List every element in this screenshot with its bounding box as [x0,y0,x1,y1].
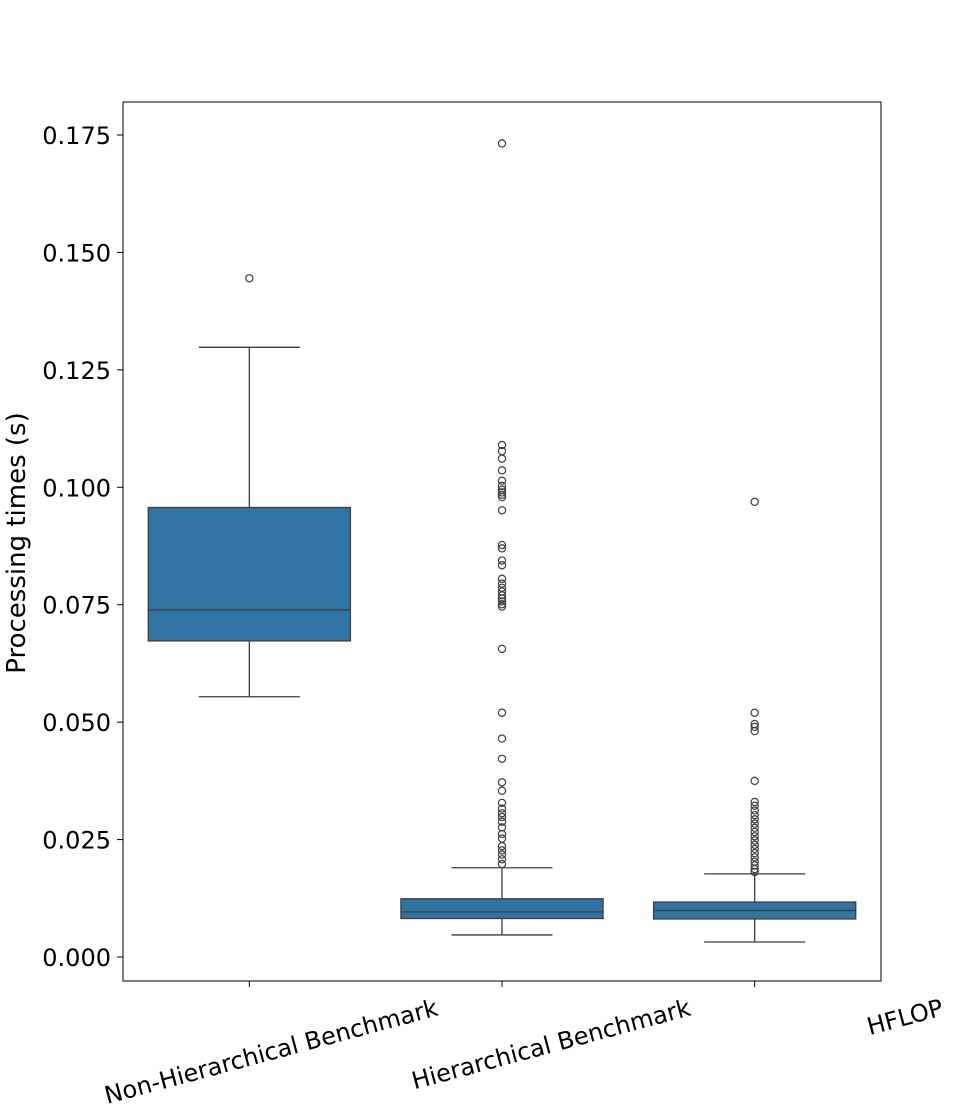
box-iqr [400,898,604,920]
outlier-point [497,440,507,450]
y-tick-label: 0.075 [42,592,111,620]
outlier-point [497,544,507,553]
y-tick-label: 0.175 [42,122,111,150]
outlier-point [497,734,507,743]
outlier-point [497,644,507,654]
outlier-point [497,561,507,570]
y-axis: 0.000 0.025 0.050 0.075 0.100 0.125 0.150 0.175 [42,122,123,972]
outlier-point [497,754,507,763]
outlier-point [750,864,759,874]
outlier-point [750,810,759,820]
outlier-point [497,591,507,600]
outlier-point [750,823,759,833]
outlier-point [497,476,507,485]
box-group [652,497,857,943]
chart-marks [147,139,857,943]
outlier-point [497,490,507,500]
outlier-point [245,274,254,283]
outlier-point [497,594,507,603]
y-tick-label: 0.100 [42,474,111,502]
outlier-point [750,832,759,841]
outlier-point [497,597,507,606]
outlier-point [497,804,507,813]
outlier-point [750,819,759,828]
outlier-point [497,556,507,565]
y-tick-label: 0.150 [42,239,111,267]
outlier-point [497,602,507,611]
outlier-point [497,574,507,584]
outlier-point [750,708,759,717]
box-iqr [147,506,352,642]
outlier-point [750,861,759,870]
outlier-point [750,806,759,815]
outlier-point [497,846,507,855]
outlier-point [497,778,507,787]
outlier-point [497,466,507,475]
outlier-point [497,817,507,826]
outlier-point [750,726,759,736]
y-tick-label: 0.000 [42,944,111,972]
outlier-point [497,139,507,148]
outlier-point [497,579,507,588]
outlier-point [750,844,759,854]
outlier-point [750,797,759,807]
outlier-point [750,840,759,849]
outlier-point [497,708,507,717]
box-group [147,274,352,698]
outlier-point [497,823,507,832]
outlier-point [497,829,507,839]
outlier-point [497,600,507,609]
outlier-point [750,848,759,858]
outlier-point [497,540,507,550]
outlier-point [497,454,507,463]
y-tick-label: 0.050 [42,709,111,737]
outlier-point [497,859,507,869]
outlier-point [750,867,759,877]
outlier-point [497,786,507,795]
outlier-point [497,841,507,851]
outlier-point [750,836,759,845]
y-tick-label: 0.025 [42,827,111,855]
outlier-point [750,853,759,862]
outlier-point [497,809,507,818]
outlier-point [750,827,759,837]
outlier-point [497,492,507,502]
outlier-point [750,776,759,786]
outlier-point [497,812,507,822]
outlier-point [497,488,507,497]
outlier-point [497,850,507,859]
y-tick-label: 0.125 [42,357,111,385]
outlier-point [497,798,507,808]
box-group [400,139,604,936]
outlier-point [750,815,759,824]
outlier-point [750,497,759,507]
outlier-point [750,801,759,810]
outlier-point [497,855,507,864]
y-axis-label: Processing times (s) [2,412,32,674]
outlier-point [497,506,507,515]
outlier-point [750,722,759,732]
outlier-point [497,481,507,491]
